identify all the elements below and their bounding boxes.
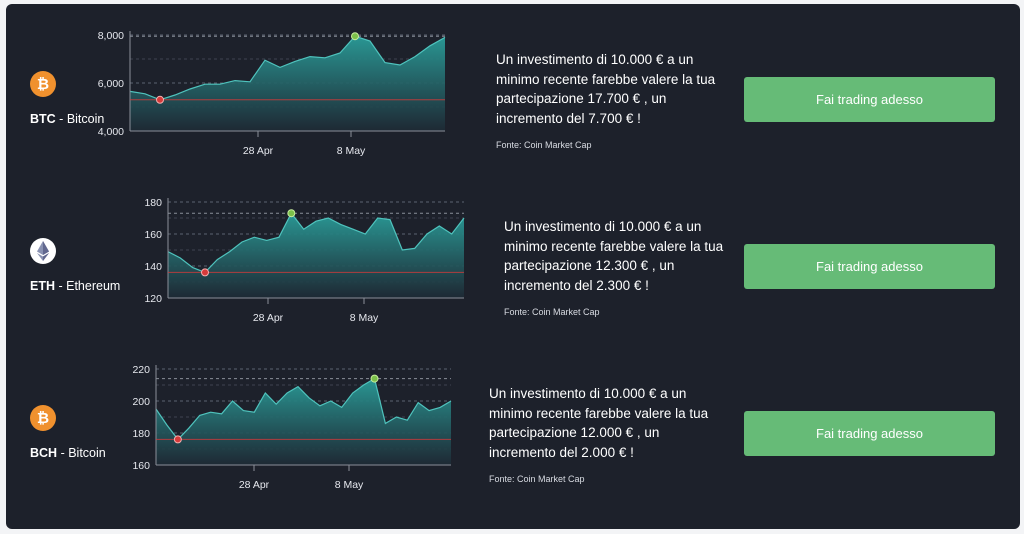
coin-row-eth: ETH - Ethereum 180 160 140 120 28 Apr 8 May U… xyxy=(6,181,1020,351)
trade-now-button[interactable]: Fai trading adesso xyxy=(744,411,995,456)
investment-description: Un investimento di 10.000 € a un minimo … xyxy=(496,52,716,126)
price-line xyxy=(129,35,446,101)
max-point xyxy=(370,374,379,383)
min-point xyxy=(156,95,164,104)
coin-info: ₿ BTC - Bitcoin xyxy=(30,71,104,126)
bitcoin-icon: ₿ xyxy=(30,71,56,97)
price-chart: 8,000 6,000 4,000 28 Apr 8 May xyxy=(98,30,446,157)
trade-now-button[interactable]: Fai trading adesso xyxy=(744,77,995,122)
price-chart: 220 200 180 160 28 Apr 8 May xyxy=(132,364,452,491)
coin-label: BCH - Bitcoin xyxy=(30,446,106,460)
x-tick-label: 8 May xyxy=(350,312,379,324)
coin-symbol: BTC xyxy=(30,112,56,126)
max-point xyxy=(287,209,296,218)
coin-symbol: BCH xyxy=(30,446,58,460)
coin-label: BTC - Bitcoin xyxy=(30,112,105,126)
coin-info: ETH - Ethereum xyxy=(30,238,120,293)
x-tick-label: 28 Apr xyxy=(239,479,270,491)
coin-name: Bitcoin xyxy=(68,446,106,460)
y-tick-label: 180 xyxy=(132,428,150,440)
coin-row-btc: ₿ BTC - Bitcoin 8,000 6,000 4,000 28 Apr 8 M… xyxy=(6,14,1020,184)
price-chart: 180 160 140 120 28 Apr 8 May xyxy=(144,197,465,324)
source-label: Fonte: Coin Market Cap xyxy=(496,140,592,150)
svg-text:₿: ₿ xyxy=(37,410,49,427)
x-tick-label: 28 Apr xyxy=(243,145,274,157)
price-area xyxy=(168,213,464,298)
coin-name: Ethereum xyxy=(66,279,121,293)
coin-row-bch: ₿ BCH - Bitcoin 220 200 180 160 28 Apr 8 May … xyxy=(6,348,1020,518)
y-tick-label: 140 xyxy=(144,261,162,273)
x-tick-label: 8 May xyxy=(335,479,364,491)
crypto-investment-panel: ₿ BTC - Bitcoin 8,000 6,000 4,000 28 Apr 8 M… xyxy=(6,4,1020,529)
trade-now-button[interactable]: Fai trading adesso xyxy=(744,244,995,289)
max-point xyxy=(351,32,359,41)
price-line xyxy=(155,377,452,441)
coin-info: ₿ BCH - Bitcoin xyxy=(30,405,106,460)
y-tick-label: 160 xyxy=(132,460,150,472)
source-label: Fonte: Coin Market Cap xyxy=(489,474,585,484)
source-label: Fonte: Coin Market Cap xyxy=(504,307,600,317)
investment-description: Un investimento di 10.000 € a un minimo … xyxy=(489,386,709,460)
y-tick-label: 220 xyxy=(132,364,150,376)
price-area xyxy=(130,36,445,132)
y-tick-label: 180 xyxy=(144,197,162,209)
svg-text:₿: ₿ xyxy=(37,76,49,93)
x-tick-label: 28 Apr xyxy=(253,312,284,324)
y-tick-label: 200 xyxy=(132,396,150,408)
coin-symbol: ETH xyxy=(30,279,55,293)
price-line xyxy=(167,212,465,274)
bitcoin-icon: ₿ xyxy=(30,405,56,431)
ethereum-icon xyxy=(30,238,56,264)
price-area xyxy=(156,378,451,465)
min-point xyxy=(173,435,182,444)
x-tick-label: 8 May xyxy=(337,145,366,157)
min-point xyxy=(201,268,209,277)
coin-name: Bitcoin xyxy=(66,112,105,126)
y-tick-label: 120 xyxy=(144,293,162,305)
investment-description: Un investimento di 10.000 € a un minimo … xyxy=(504,219,724,293)
y-tick-label: 8,000 xyxy=(98,30,124,42)
y-tick-label: 4,000 xyxy=(98,126,124,138)
y-tick-label: 6,000 xyxy=(98,78,124,90)
y-tick-label: 160 xyxy=(144,229,162,241)
coin-label: ETH - Ethereum xyxy=(30,279,121,293)
